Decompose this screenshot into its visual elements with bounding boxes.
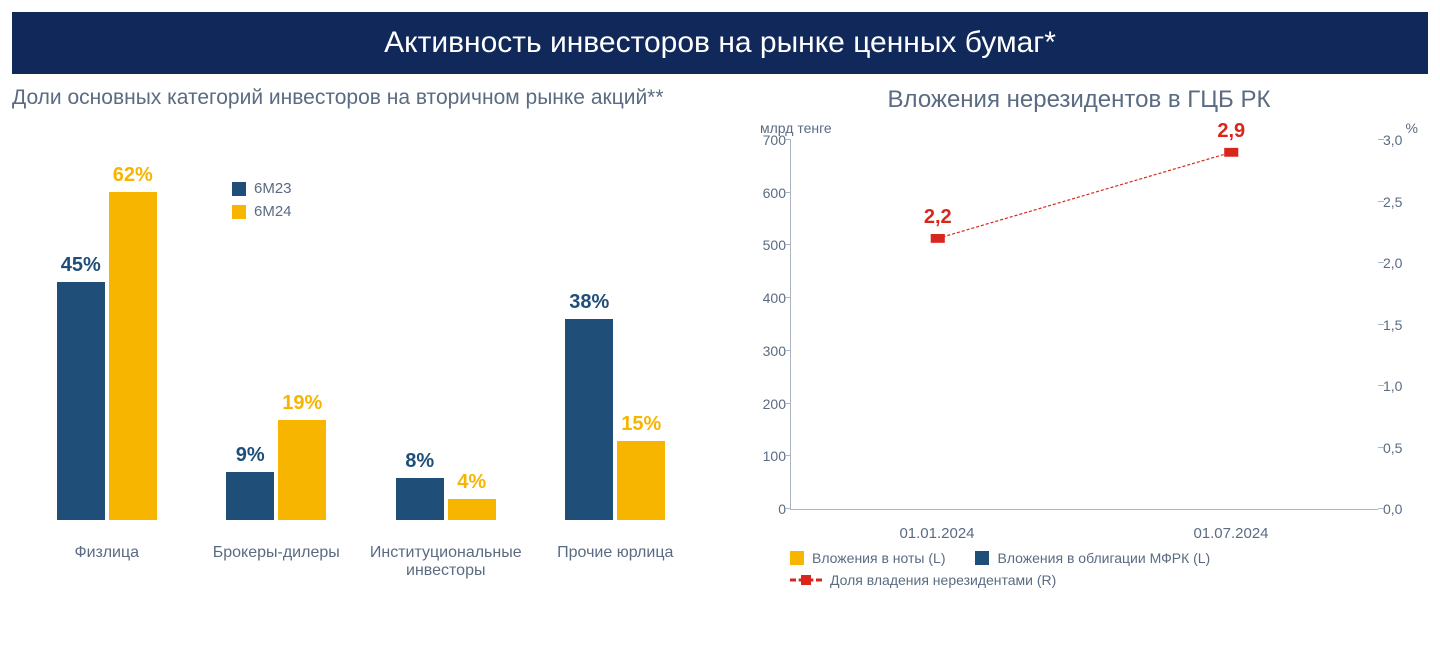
bar: 8% (396, 478, 444, 520)
y-left-tick: 200 (746, 396, 786, 412)
bar-group: 9%19% (192, 420, 362, 520)
left-chart-bars: 45%62%9%19%8%4%38%15% (22, 150, 700, 520)
bar: 38% (565, 319, 613, 520)
bar: 45% (57, 282, 105, 520)
y-left-tick: 400 (746, 290, 786, 306)
bar-value-label: 4% (457, 471, 486, 494)
y-left-tick: 600 (746, 185, 786, 201)
legend-swatch-bonds (975, 551, 989, 565)
right-chart-x-axis: 01.01.2024 01.07.2024 (790, 525, 1378, 542)
legend-swatch-notes (790, 551, 804, 565)
x-axis-label: 01.07.2024 (1193, 525, 1268, 542)
y-left-tick: 300 (746, 343, 786, 359)
right-chart-plot: 01002003004005006007000,00,51,01,52,02,5… (790, 140, 1378, 510)
line-point-label: 2,9 (1217, 120, 1245, 143)
x-axis-label: Институциональные инвесторы (361, 544, 531, 580)
y-right-tick: 0,0 (1383, 501, 1423, 517)
x-axis-label: Прочие юрлица (531, 544, 701, 580)
bar-value-label: 8% (405, 450, 434, 473)
legend-label-share: Доля владения нерезидентами (R) (830, 572, 1056, 588)
page-title: Активность инвесторов на рынке ценных бу… (12, 12, 1428, 74)
y-left-tick: 700 (746, 132, 786, 148)
legend-swatch-share (790, 573, 822, 587)
legend-label-notes: Вложения в ноты (L) (812, 550, 945, 566)
bar: 62% (109, 192, 157, 520)
x-axis-label: Физлица (22, 544, 192, 580)
right-chart-title: Вложения нерезидентов в ГЦБ РК (730, 86, 1428, 114)
bar: 19% (278, 420, 326, 520)
x-axis-label: Брокеры-дилеры (192, 544, 362, 580)
bar-group: 45%62% (22, 192, 192, 520)
bar-value-label: 19% (282, 392, 322, 415)
bar-value-label: 15% (621, 413, 661, 436)
bar-value-label: 62% (113, 164, 153, 187)
bar: 4% (448, 499, 496, 520)
y-right-tick: 1,0 (1383, 378, 1423, 394)
y-right-tick: 1,5 (1383, 317, 1423, 333)
left-panel: Доли основных категорий инвесторов на вт… (12, 86, 710, 588)
legend-label-bonds: Вложения в облигации МФРК (L) (997, 550, 1210, 566)
legend-item-bonds: Вложения в облигации МФРК (L) (975, 550, 1210, 566)
legend-item-share: Доля владения нерезидентами (R) (790, 572, 1428, 588)
bar-value-label: 9% (236, 444, 265, 467)
y-right-tick: 2,5 (1383, 194, 1423, 210)
right-chart-legend: Вложения в ноты (L) Вложения в облигации… (730, 550, 1428, 588)
y-left-tick: 100 (746, 448, 786, 464)
y-left-tick: 500 (746, 237, 786, 253)
x-axis-label: 01.01.2024 (899, 525, 974, 542)
bar-value-label: 38% (569, 291, 609, 314)
bar: 15% (617, 441, 665, 520)
left-chart-x-axis: ФизлицаБрокеры-дилерыИнституциональные и… (22, 544, 700, 580)
right-panel: Вложения нерезидентов в ГЦБ РК млрд тенг… (730, 86, 1428, 588)
bar-group: 38%15% (531, 319, 701, 520)
y-right-tick: 3,0 (1383, 132, 1423, 148)
left-chart-title: Доли основных категорий инвесторов на вт… (12, 86, 710, 110)
right-chart: млрд тенге % 01002003004005006007000,00,… (730, 120, 1428, 550)
line-point-label: 2,2 (924, 206, 952, 229)
bar: 9% (226, 472, 274, 520)
y-left-tick: 0 (746, 501, 786, 517)
bar-group: 8%4% (361, 478, 531, 520)
right-chart-stacks (791, 140, 1378, 509)
y-right-tick: 0,5 (1383, 440, 1423, 456)
left-chart: 6М23 6М24 45%62%9%19%8%4%38%15% ФизлицаБ… (12, 120, 710, 580)
bar-value-label: 45% (61, 254, 101, 277)
legend-item-notes: Вложения в ноты (L) (790, 550, 945, 566)
charts-row: Доли основных категорий инвесторов на вт… (0, 74, 1440, 588)
y-right-tick: 2,0 (1383, 255, 1423, 271)
